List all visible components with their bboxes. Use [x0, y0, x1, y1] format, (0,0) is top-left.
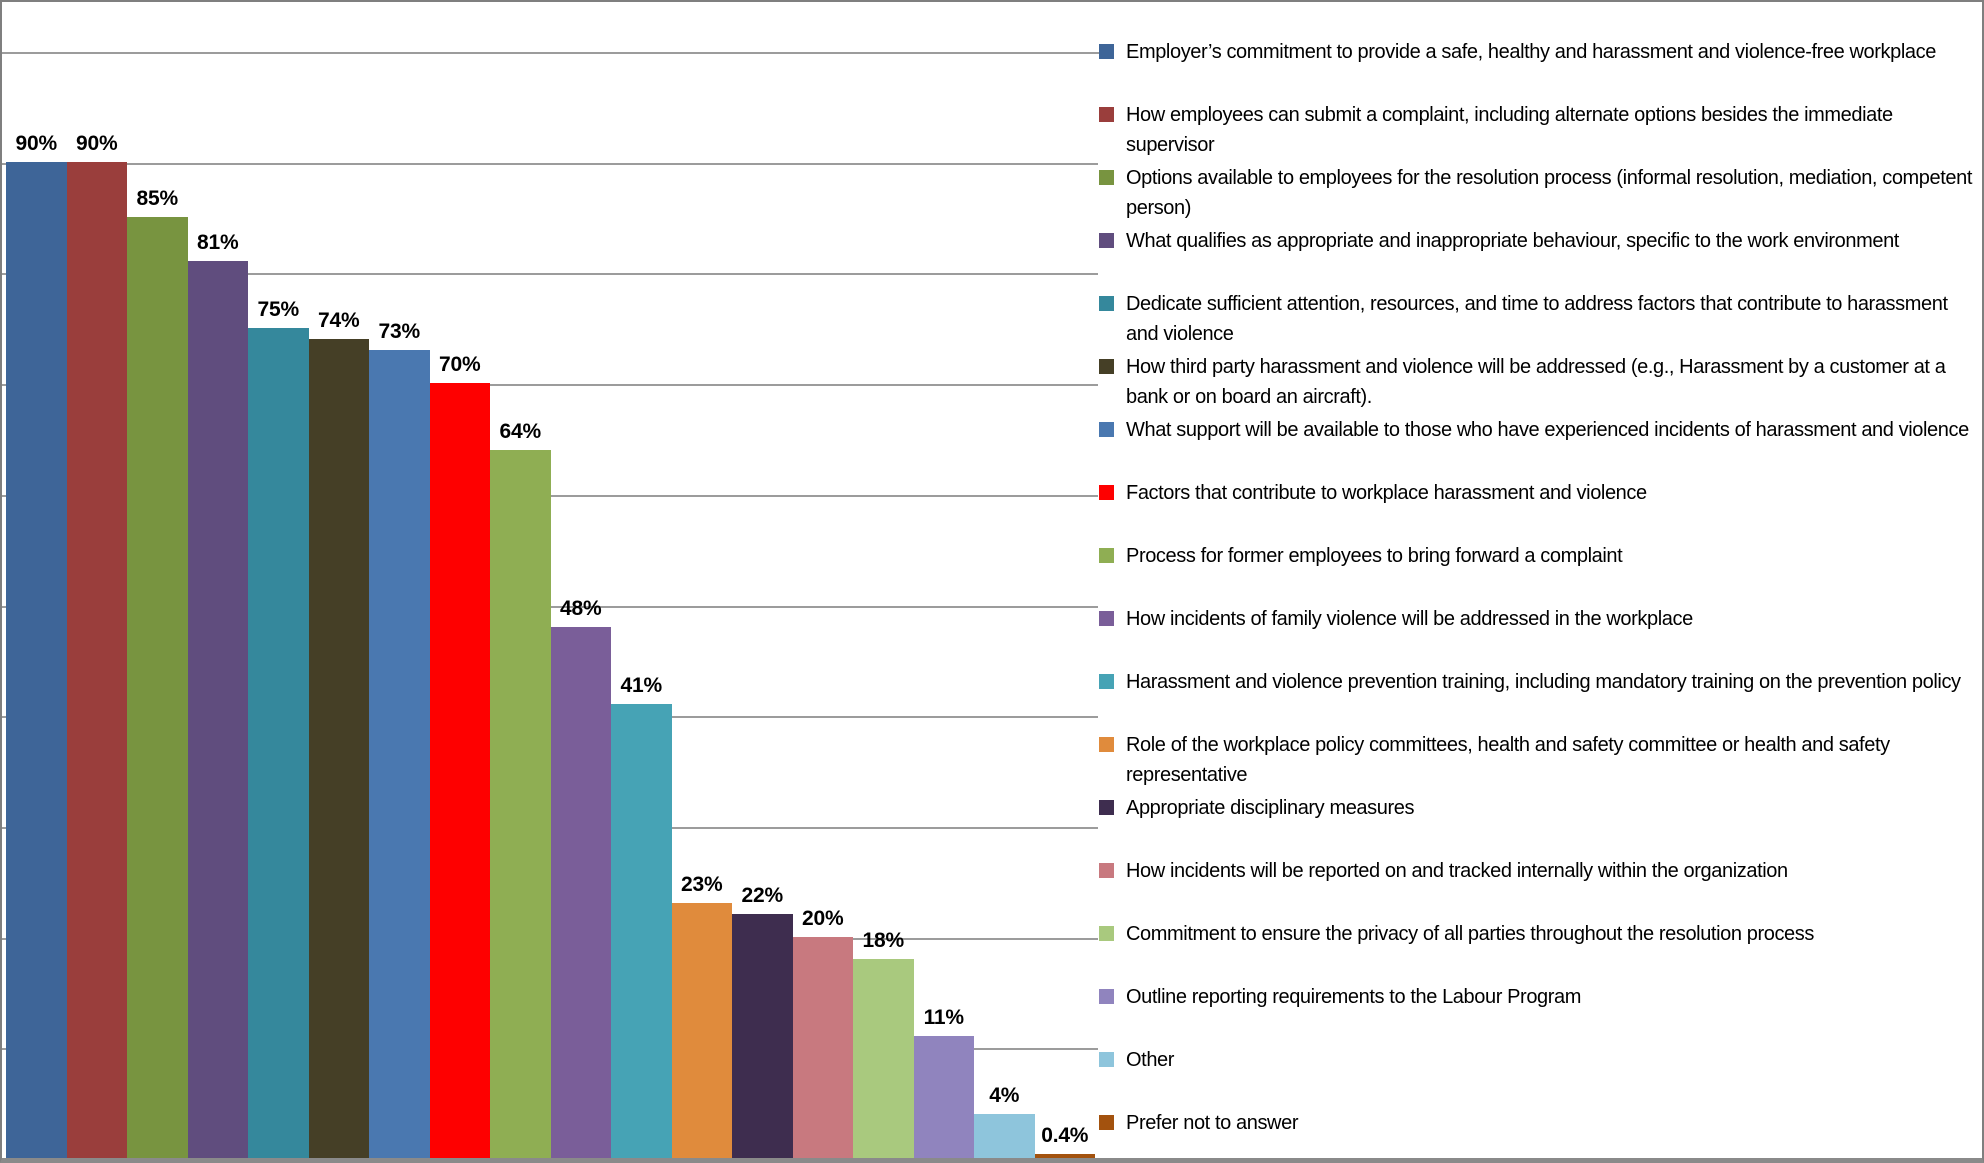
bar-value-label: 70% — [439, 353, 481, 377]
legend-swatch-icon — [1099, 233, 1114, 248]
legend-label: How third party harassment and violence … — [1126, 356, 1946, 408]
bar-value-label: 90% — [76, 131, 118, 155]
bar-value-label: 48% — [560, 596, 602, 620]
bar-value-label: 11% — [923, 1006, 964, 1030]
bar — [66, 161, 127, 1158]
bar — [1034, 1153, 1095, 1158]
legend-entry: Dedicate sufficient attention, resources… — [1099, 289, 1978, 349]
bar-value-label: 41% — [620, 674, 663, 698]
legend-label: How employees can submit a complaint, in… — [1126, 104, 1893, 156]
legend-entry: How incidents will be reported on and tr… — [1099, 856, 1978, 886]
bar-value-label: 81% — [197, 231, 239, 255]
legend-entry: Role of the workplace policy committees,… — [1099, 730, 1978, 790]
bar — [974, 1113, 1035, 1158]
legend-entry: Factors that contribute to workplace har… — [1099, 478, 1978, 508]
legend-swatch-icon — [1099, 674, 1114, 689]
bar-value-label: 90% — [15, 131, 58, 155]
legend-swatch-icon — [1099, 548, 1114, 563]
bar — [732, 914, 793, 1158]
bar — [913, 1036, 974, 1158]
legend-label: Dedicate sufficient attention, resources… — [1126, 293, 1948, 345]
bar — [550, 626, 611, 1158]
legend-swatch-icon — [1099, 863, 1114, 878]
bar — [429, 383, 490, 1158]
bar-value-label: 4% — [989, 1083, 1020, 1107]
gridline-100pct — [2, 52, 1114, 54]
bar — [308, 338, 369, 1158]
bar-value-label: 73% — [378, 319, 421, 343]
legend-label: Role of the workplace policy committees,… — [1126, 734, 1890, 786]
bar — [127, 217, 188, 1158]
legend-label: Factors that contribute to workplace har… — [1126, 482, 1647, 504]
legend-entry: What support will be available to those … — [1099, 415, 1978, 445]
bar-value-label: 22% — [741, 884, 784, 908]
legend-label: How incidents of family violence will be… — [1126, 608, 1693, 630]
bar-value-label: 64% — [499, 419, 542, 443]
bar-value-label: 75% — [257, 297, 300, 321]
legend-label: Options available to employees for the r… — [1126, 167, 1973, 219]
legend-label: What qualifies as appropriate and inappr… — [1126, 230, 1899, 252]
bar — [6, 161, 67, 1158]
bar-value-label: 18% — [862, 928, 905, 952]
legend-swatch-icon — [1099, 44, 1114, 59]
legend-entry: Process for former employees to bring fo… — [1099, 541, 1978, 571]
legend-swatch-icon — [1099, 296, 1114, 311]
legend-label: Prefer not to answer — [1126, 1112, 1299, 1134]
bar — [187, 261, 248, 1158]
legend-swatch-icon — [1099, 359, 1114, 374]
bar-value-label: 0.4% — [1041, 1123, 1089, 1147]
legend-label: How incidents will be reported on and tr… — [1126, 860, 1788, 882]
bar-value-label: 74% — [318, 308, 360, 332]
legend-entry: Outline reporting requirements to the La… — [1099, 982, 1978, 1012]
bar — [853, 958, 914, 1158]
legend-entry: Commitment to ensure the privacy of all … — [1099, 919, 1978, 949]
legend-label: Other — [1126, 1049, 1175, 1071]
legend-entry: Other — [1099, 1045, 1978, 1075]
legend-entry: Options available to employees for the r… — [1099, 163, 1978, 223]
bar-value-label: 85% — [136, 187, 179, 211]
legend-label: What support will be available to those … — [1126, 419, 1969, 441]
legend-entry: How incidents of family violence will be… — [1099, 604, 1978, 634]
legend-swatch-icon — [1099, 737, 1114, 752]
legend-swatch-icon — [1099, 1115, 1114, 1130]
bar — [671, 903, 732, 1158]
legend-entry: Harassment and violence prevention train… — [1099, 667, 1978, 697]
bar — [369, 349, 430, 1158]
legend-label: Harassment and violence prevention train… — [1126, 671, 1961, 693]
gridline-80pct — [2, 273, 1098, 276]
legend-swatch-icon — [1099, 170, 1114, 185]
legend-swatch-icon — [1099, 1052, 1114, 1067]
legend-entry: Appropriate disciplinary measures — [1099, 793, 1978, 823]
legend-swatch-icon — [1099, 611, 1114, 626]
bar-value-label: 23% — [681, 873, 723, 897]
legend-label: Process for former employees to bring fo… — [1126, 545, 1623, 567]
legend-label: Commitment to ensure the privacy of all … — [1126, 923, 1814, 945]
legend-label: Appropriate disciplinary measures — [1126, 797, 1415, 819]
legend-swatch-icon — [1099, 422, 1114, 437]
legend-swatch-icon — [1099, 926, 1114, 941]
legend-swatch-icon — [1099, 800, 1114, 815]
legend-label: Employer’s commitment to provide a safe,… — [1126, 41, 1936, 63]
bar — [792, 936, 853, 1158]
legend-entry: What qualifies as appropriate and inappr… — [1099, 226, 1978, 256]
gridline-70pct — [2, 384, 1098, 387]
legend-entry: How employees can submit a complaint, in… — [1099, 100, 1978, 160]
bar — [490, 449, 551, 1158]
legend-swatch-icon — [1099, 485, 1114, 500]
gridline-90pct — [2, 162, 1098, 165]
legend-swatch-icon — [1099, 107, 1114, 122]
legend-label: Outline reporting requirements to the La… — [1126, 986, 1582, 1008]
bar-value-label: 20% — [802, 906, 844, 930]
legend-swatch-icon — [1099, 989, 1114, 1004]
legend-entry: Employer’s commitment to provide a safe,… — [1099, 37, 1978, 67]
legend-entry: How third party harassment and violence … — [1099, 352, 1978, 412]
bar — [248, 327, 309, 1158]
legend-entry: Prefer not to answer — [1099, 1108, 1978, 1138]
plot-area: 90% 90% 85% 81% 75% 74% 73% 70% 64% 48% 41% 23% 22% 2… — [2, 2, 1114, 1158]
bar — [611, 704, 672, 1158]
